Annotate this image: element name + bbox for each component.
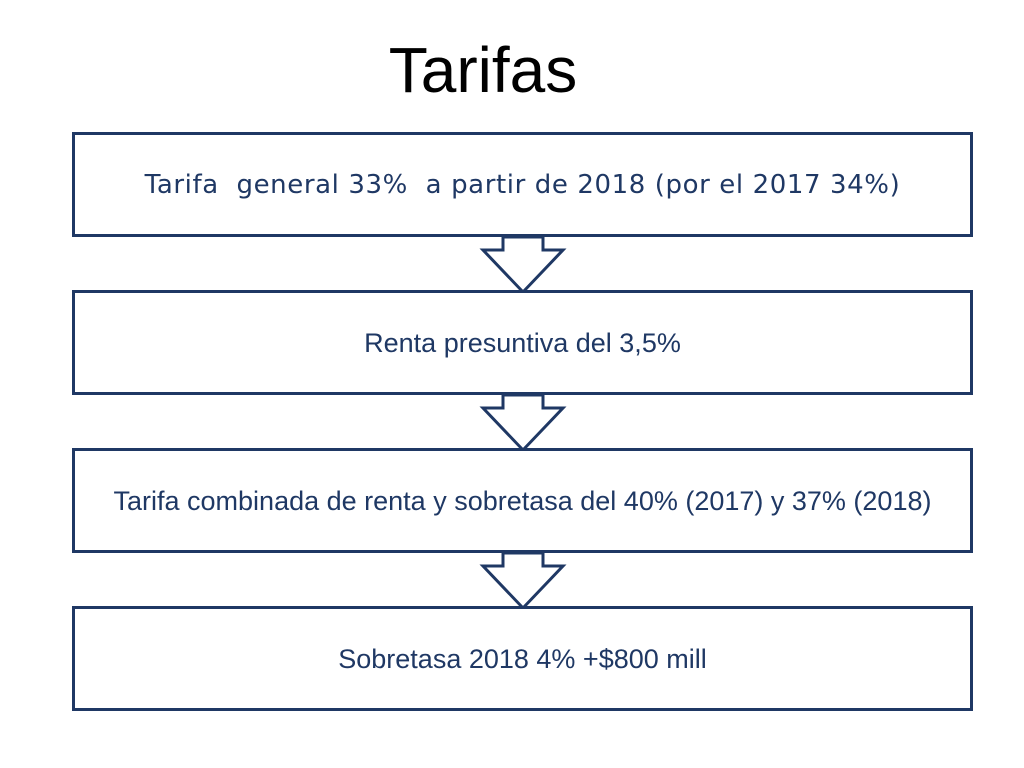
flow-step-label: Renta presuntiva del 3,5% [364,327,681,358]
down-arrow-icon [479,393,567,453]
flow-step-label: Sobretasa 2018 4% +$800 mill [338,643,707,674]
down-arrow-icon [479,235,567,295]
flow-step-surcharge: Sobretasa 2018 4% +$800 mill [72,606,973,711]
flow-step-label: Tarifa combinada de renta y sobretasa de… [113,485,932,516]
page-title: Tarifas [388,34,578,106]
flow-step-label: Tarifa general 33% a partir de 2018 (por… [144,169,901,200]
flow-step-presumptive-income: Renta presuntiva del 3,5% [72,290,973,395]
down-arrow-icon [479,551,567,611]
flow-step-combined-rate: Tarifa combinada de renta y sobretasa de… [72,448,973,553]
flow-step-general-rate: Tarifa general 33% a partir de 2018 (por… [72,132,973,237]
